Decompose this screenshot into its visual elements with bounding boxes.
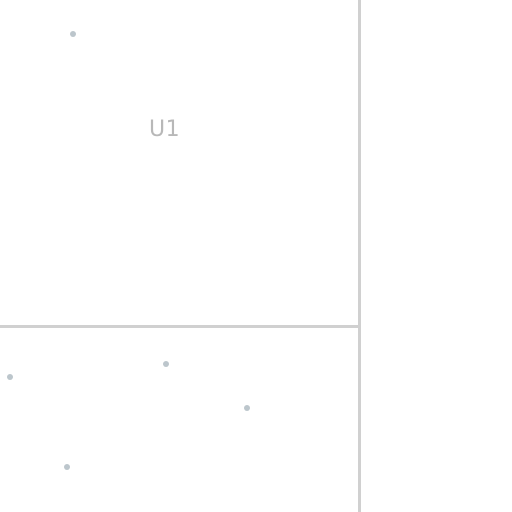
marker-dot[interactable]: [7, 374, 13, 380]
region-right-empty[interactable]: [364, 0, 512, 512]
region-u1[interactable]: U1: [0, 0, 361, 328]
marker-dot[interactable]: [70, 31, 76, 37]
region-bottom-left[interactable]: [0, 328, 361, 512]
marker-dot[interactable]: [163, 361, 169, 367]
marker-dot[interactable]: [64, 464, 70, 470]
region-label: U1: [149, 117, 181, 142]
marker-dot[interactable]: [244, 405, 250, 411]
